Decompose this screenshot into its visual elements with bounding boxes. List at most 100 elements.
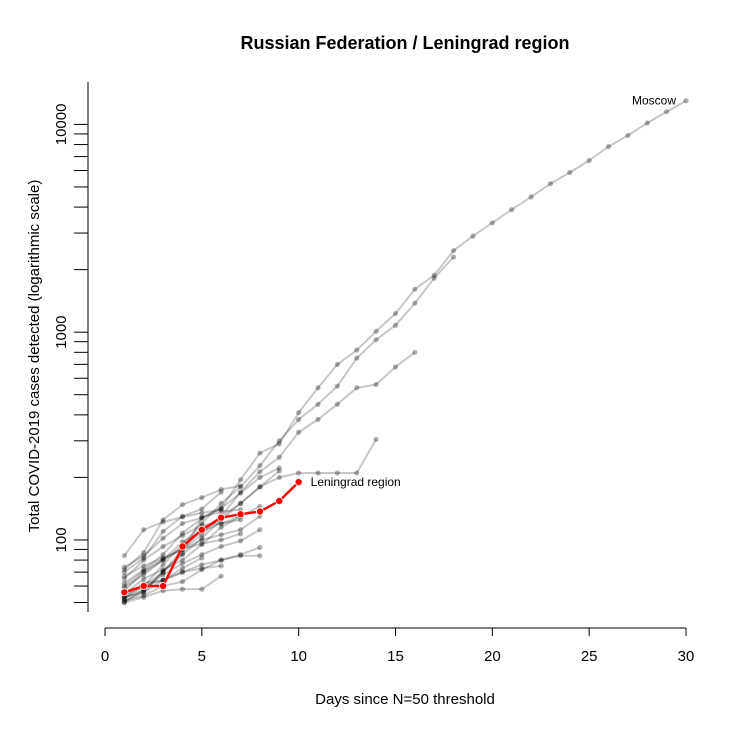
data-point — [276, 474, 282, 481]
x-tick-label: 15 — [387, 648, 404, 665]
data-point — [412, 300, 418, 306]
series-line — [123, 515, 241, 580]
data-point — [121, 576, 127, 582]
data-point — [160, 569, 166, 575]
data-point — [255, 507, 264, 516]
data-point — [257, 527, 263, 533]
data-point — [237, 531, 244, 537]
series-line — [123, 518, 241, 592]
data-point — [218, 489, 224, 495]
data-point — [237, 490, 244, 496]
data-point — [141, 568, 147, 574]
data-point — [218, 537, 224, 543]
data-point — [237, 527, 244, 533]
data-point — [179, 530, 186, 536]
series-line — [123, 505, 261, 595]
data-point — [470, 233, 476, 239]
data-point — [141, 566, 147, 573]
data-point — [218, 563, 224, 569]
data-point — [141, 589, 147, 595]
data-point — [179, 565, 186, 571]
data-point — [334, 401, 340, 407]
data-point — [412, 349, 418, 355]
data-point — [237, 477, 244, 483]
x-tick-label: 10 — [290, 648, 307, 665]
data-point — [179, 514, 186, 520]
data-point — [237, 553, 244, 559]
series — [121, 465, 282, 586]
data-point — [160, 552, 166, 558]
series-line — [123, 484, 241, 571]
series-line — [124, 546, 261, 602]
data-point — [179, 513, 186, 519]
data-point — [160, 562, 166, 568]
series-line — [124, 481, 300, 594]
data-point — [199, 494, 205, 501]
data-point — [237, 517, 244, 523]
data-point — [141, 569, 147, 575]
data-point — [392, 364, 399, 370]
data-point — [275, 496, 284, 505]
data-point — [412, 286, 418, 292]
data-point — [567, 169, 573, 176]
data-point — [160, 556, 166, 562]
series-line — [124, 564, 222, 599]
series-annotation: Moscow — [632, 94, 676, 108]
data-point — [431, 272, 437, 278]
data-point — [121, 564, 127, 570]
data-point — [179, 586, 186, 592]
data-point — [296, 410, 302, 416]
data-point — [257, 484, 263, 490]
data-point — [141, 549, 147, 556]
data-point — [354, 385, 360, 391]
data-point — [218, 557, 224, 563]
data-point — [199, 552, 205, 558]
data-point — [160, 557, 166, 563]
data-point — [237, 484, 244, 490]
data-point — [237, 500, 244, 506]
data-point — [218, 520, 224, 527]
data-point — [644, 120, 650, 126]
data-point — [199, 515, 205, 521]
annotation-layer: Moscow Leningrad region — [311, 94, 677, 489]
data-point — [199, 541, 205, 547]
data-point — [197, 525, 206, 534]
data-point — [160, 568, 166, 574]
data-point — [139, 582, 148, 591]
data-point — [354, 347, 360, 353]
y-axis-label: Total COVID-2019 cases detected (logarit… — [26, 180, 43, 533]
data-point — [199, 520, 205, 527]
data-point — [121, 580, 127, 586]
data-point — [199, 586, 205, 592]
data-point — [141, 589, 147, 595]
data-point — [217, 513, 226, 522]
data-point — [354, 355, 360, 361]
data-point — [218, 486, 224, 493]
x-tick-label: 30 — [678, 648, 695, 665]
data-point — [121, 599, 127, 606]
data-point — [315, 416, 321, 423]
data-point — [315, 470, 321, 476]
data-point — [218, 500, 224, 506]
series-line — [123, 351, 416, 597]
data-point — [257, 544, 263, 551]
data-point — [179, 520, 186, 527]
series-line — [123, 508, 241, 568]
data-point — [199, 555, 205, 561]
series-line — [124, 99, 687, 602]
data-point — [199, 506, 205, 512]
data-point — [179, 550, 186, 557]
data-point — [509, 207, 515, 213]
data-point — [121, 599, 127, 606]
data-point — [218, 532, 224, 538]
data-point — [199, 515, 205, 521]
data-point — [160, 569, 166, 575]
data-point — [257, 503, 263, 510]
data-point — [373, 337, 379, 343]
data-point — [160, 519, 166, 525]
series-layer — [120, 98, 689, 606]
data-point — [237, 489, 244, 495]
data-point — [178, 542, 187, 551]
data-point — [199, 566, 205, 573]
series-line — [123, 508, 222, 557]
